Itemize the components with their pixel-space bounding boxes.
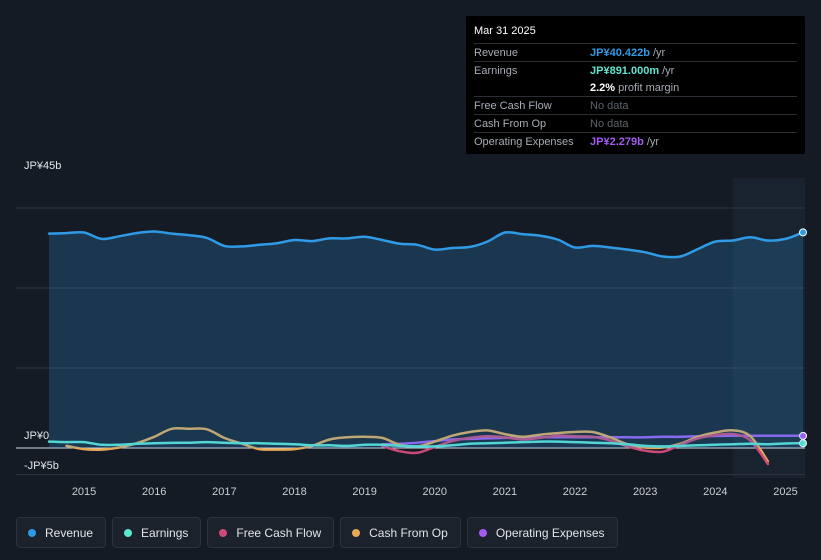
tooltip-value: JP¥2.279b xyxy=(590,135,644,148)
revenue-line xyxy=(47,230,805,259)
legend-label: Free Cash Flow xyxy=(236,525,322,540)
tooltip-unit: /yr xyxy=(646,135,660,148)
tooltip: Mar 31 2025 Revenue JP¥40.422b/yr Earnings… xyxy=(466,16,805,154)
legend-label: Revenue xyxy=(45,525,94,540)
forecast-region xyxy=(732,178,805,478)
earnings-end-marker xyxy=(799,439,807,448)
chart: 2015 2016 2017 2018 2019 2020 2021 2022 2023 2024… xyxy=(16,178,807,498)
legend-label: Operating Expenses xyxy=(495,525,605,540)
tooltip-label: Cash From Op xyxy=(474,117,547,130)
legend-item-earnings[interactable]: Earnings xyxy=(112,517,202,548)
x-tick-label: 2019 xyxy=(352,486,376,498)
tooltip-row: Cash From Op No data xyxy=(474,114,797,132)
revenue-area xyxy=(49,231,803,448)
earnings-line xyxy=(47,440,805,448)
x-tick-label: 2016 xyxy=(142,486,166,498)
tooltip-row: Earnings JP¥891.000m/yr xyxy=(474,61,797,79)
x-tick-label: 2021 xyxy=(493,486,517,498)
tooltip-value: JP¥40.422b xyxy=(590,46,650,59)
tooltip-unit: /yr xyxy=(662,64,675,77)
tooltip-row: Operating Expenses JP¥2.279b/yr xyxy=(474,132,797,150)
tooltip-row: Free Cash Flow No data xyxy=(474,96,797,114)
tooltip-row: 2.2% profit margin xyxy=(474,79,797,96)
y-label-bottom: -JP¥5b xyxy=(24,460,59,472)
x-tick-label: 2022 xyxy=(563,486,587,498)
legend-dot-icon xyxy=(124,528,133,537)
legend: Revenue Earnings Free Cash Flow Cash From O… xyxy=(16,517,618,548)
legend-item-free-cash-flow[interactable]: Free Cash Flow xyxy=(207,517,335,548)
x-tick-label: 2024 xyxy=(703,486,727,498)
legend-dot-icon xyxy=(28,528,36,537)
x-tick-label: 2025 xyxy=(773,486,797,498)
tooltip-unit: profit margin xyxy=(618,81,680,94)
x-tick-label: 2020 xyxy=(423,486,447,498)
tooltip-value: No data xyxy=(590,99,629,112)
revenue-end-marker xyxy=(799,228,807,237)
tooltip-value: JP¥891.000m xyxy=(590,64,660,77)
tooltip-label: Revenue xyxy=(474,46,519,59)
tooltip-label: Free Cash Flow xyxy=(474,99,552,112)
legend-item-revenue[interactable]: Revenue xyxy=(16,517,107,548)
legend-item-cash-from-op[interactable]: Cash From Op xyxy=(340,517,461,548)
tooltip-value: No data xyxy=(590,117,629,130)
x-tick-label: 2015 xyxy=(72,486,96,498)
y-label-top: JP¥45b xyxy=(24,160,62,172)
tooltip-value: 2.2% xyxy=(590,81,616,94)
legend-label: Earnings xyxy=(141,525,189,540)
legend-dot-icon xyxy=(352,528,361,537)
x-tick-label: 2023 xyxy=(633,486,657,498)
tooltip-label: Earnings xyxy=(474,64,518,77)
free-cash-flow-line xyxy=(380,432,770,466)
y-label-zero: JP¥0 xyxy=(24,430,50,442)
x-tick-label: 2018 xyxy=(282,486,306,498)
tooltip-unit: /yr xyxy=(652,46,666,59)
legend-label: Cash From Op xyxy=(369,525,448,540)
tooltip-label: Operating Expenses xyxy=(474,135,574,148)
legend-item-operating-expenses[interactable]: Operating Expenses xyxy=(466,517,618,548)
x-tick-label: 2017 xyxy=(212,486,236,498)
tooltip-row: Revenue JP¥40.422b/yr xyxy=(474,43,797,61)
legend-dot-icon xyxy=(219,528,228,537)
legend-dot-icon xyxy=(478,528,487,537)
tooltip-date: Mar 31 2025 xyxy=(474,25,536,37)
